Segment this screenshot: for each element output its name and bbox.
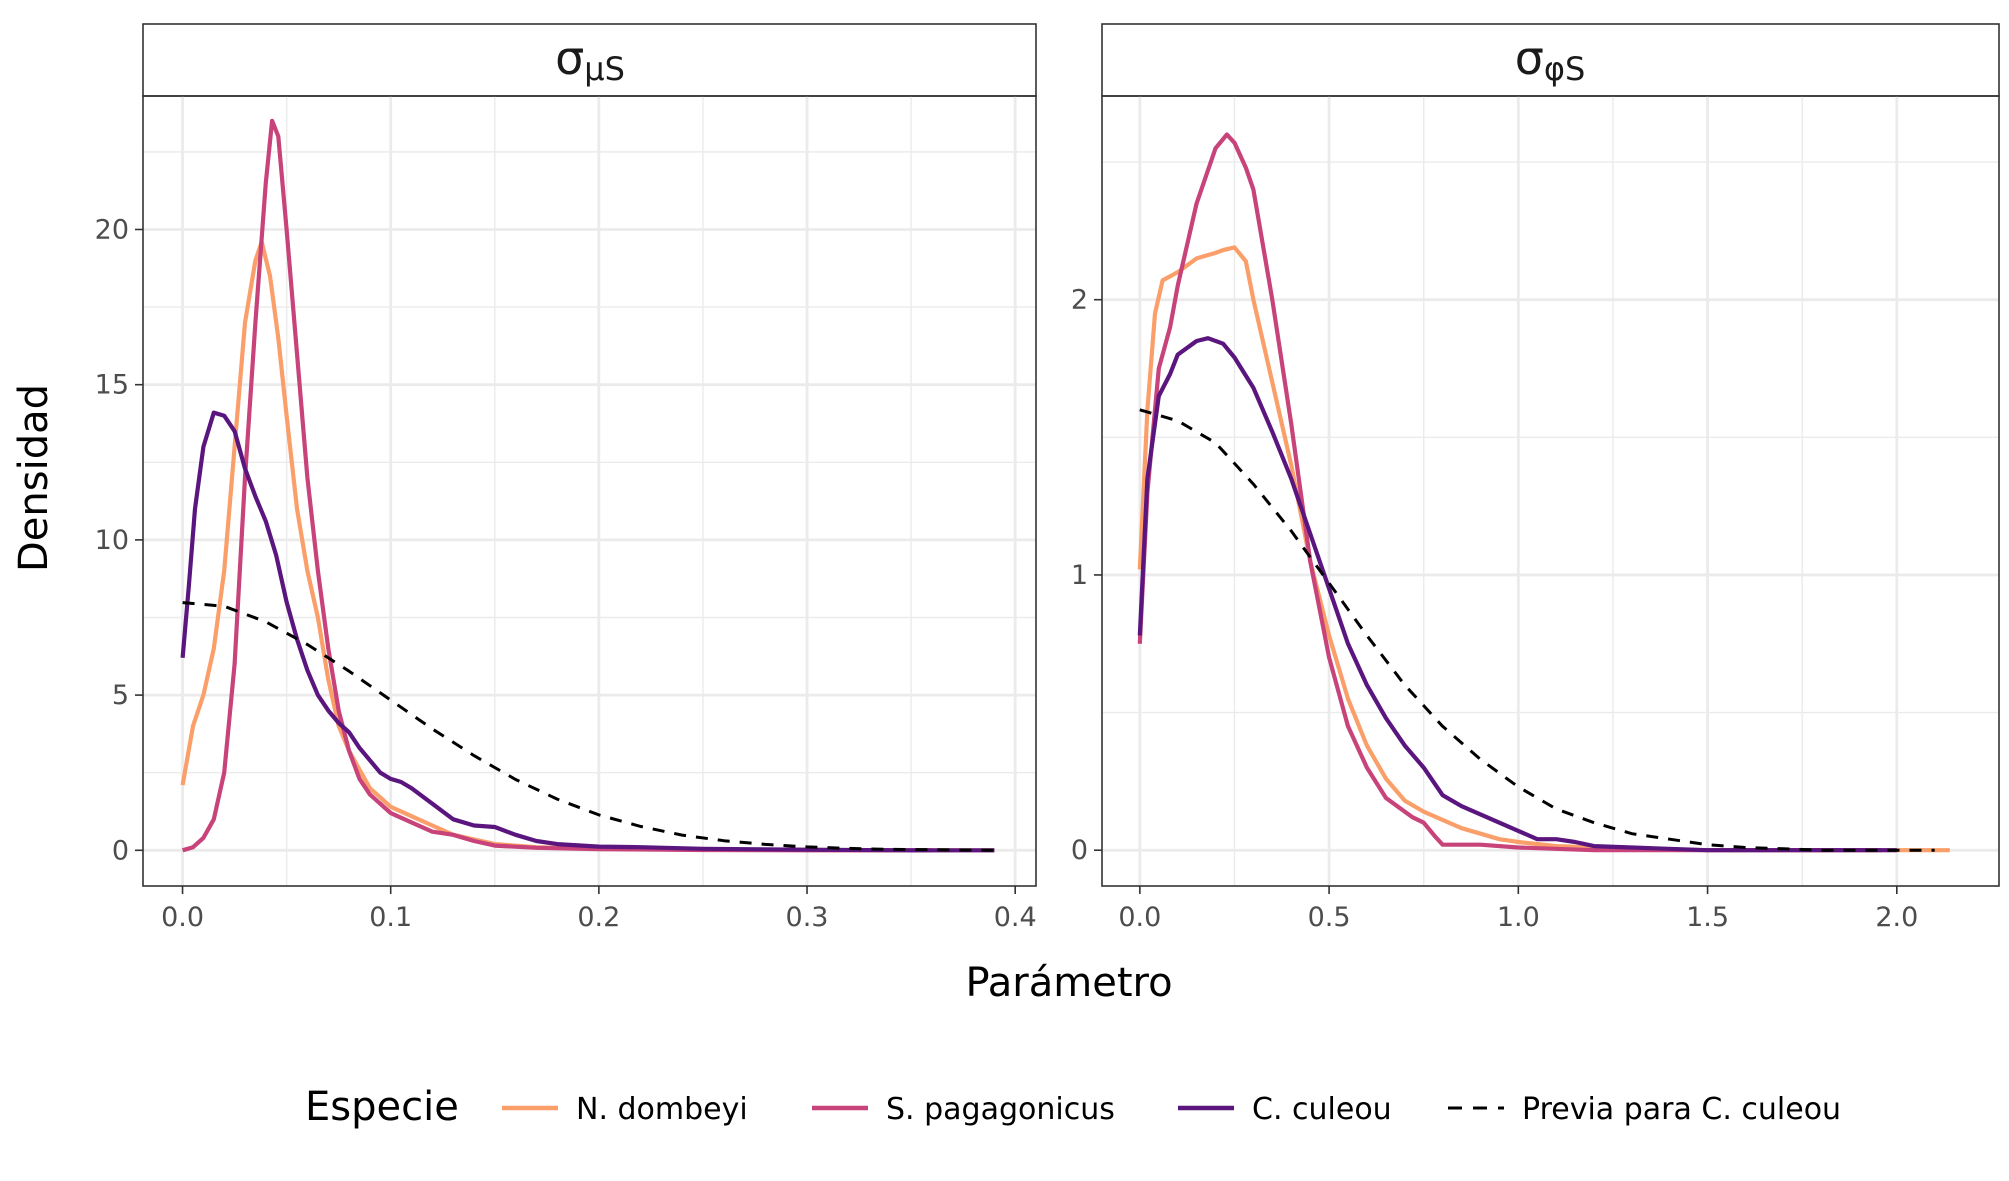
- y-tick-label: 5: [112, 680, 129, 711]
- strip-main: σ: [555, 31, 584, 85]
- series-line: [182, 601, 995, 852]
- x-tick-label: 2.0: [1875, 902, 1918, 933]
- legend-entry-label: N. dombeyi: [576, 1092, 748, 1127]
- y-tick-label: 1: [1071, 560, 1088, 591]
- y-tick-label: 20: [95, 214, 129, 245]
- strip-box: [1101, 23, 2000, 97]
- axes: 0.0 0.1 0.2 0.3 0.4 0 5 10 15 20: [95, 214, 1037, 933]
- panel-sigma-mu-s: σμS 0.0 0.1 0.2 0.3 0.4 0 5 10 15 20: [95, 23, 1037, 933]
- series-line: [1137, 336, 1897, 853]
- strip-sub: μS: [584, 50, 625, 88]
- series-lines: [1137, 132, 1950, 853]
- series-line: [1139, 408, 1935, 852]
- x-tick-label: 1.0: [1497, 902, 1540, 933]
- strip-box: [142, 23, 1037, 97]
- series-line: [182, 118, 932, 853]
- x-tick-label: 0.4: [994, 902, 1037, 933]
- series-lines: [180, 118, 995, 853]
- strip-main: σ: [1515, 31, 1544, 85]
- series-line: [1137, 132, 1882, 853]
- strip-label: σφS: [1515, 31, 1586, 88]
- y-tick-label: 2: [1071, 285, 1088, 316]
- series-line: [180, 410, 995, 853]
- strip-label: σμS: [555, 31, 625, 88]
- y-tick-label: 10: [95, 525, 129, 556]
- x-tick-label: 0.0: [161, 902, 204, 933]
- x-tick-label: 1.5: [1686, 902, 1729, 933]
- legend-entry-label: C. culeou: [1252, 1092, 1392, 1127]
- series-line: [1137, 245, 1950, 853]
- y-tick-label: 0: [112, 835, 129, 866]
- legend-entry-label: Previa para C. culeou: [1522, 1092, 1841, 1127]
- y-tick-label: 0: [1071, 835, 1088, 866]
- x-tick-label: 0.3: [786, 902, 829, 933]
- strip-sub: φS: [1544, 50, 1585, 88]
- x-tick-label: 0.2: [577, 902, 620, 933]
- y-tick-label: 15: [95, 370, 129, 401]
- x-tick-label: 0.1: [369, 902, 412, 933]
- panel-sigma-phi-s: σφS 0.0 0.5 1.0 1.5 2.0 0 1 2: [1071, 23, 2000, 933]
- legend-entry-label: S. pagagonicus: [886, 1092, 1115, 1127]
- legend: Especie N. dombeyi S. pagagonicus C. culeo…: [305, 1084, 1841, 1130]
- x-axis-title: Parámetro: [965, 960, 1172, 1006]
- panel-border: [142, 95, 1037, 887]
- y-axis-title: Densidad: [11, 384, 57, 572]
- x-tick-label: 0.0: [1118, 902, 1161, 933]
- axes: 0.0 0.5 1.0 1.5 2.0 0 1 2: [1071, 285, 1918, 933]
- x-tick-label: 0.5: [1308, 902, 1351, 933]
- legend-title: Especie: [305, 1084, 459, 1130]
- panel-border: [1101, 95, 2000, 887]
